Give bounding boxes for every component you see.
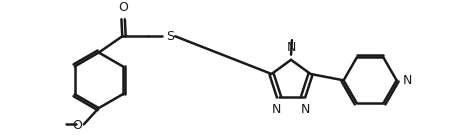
Text: N: N: [272, 103, 281, 116]
Text: O: O: [118, 1, 128, 14]
Text: N: N: [301, 103, 310, 116]
Text: N: N: [403, 74, 412, 87]
Text: O: O: [72, 119, 81, 132]
Text: N: N: [286, 41, 296, 54]
Text: S: S: [166, 30, 174, 43]
